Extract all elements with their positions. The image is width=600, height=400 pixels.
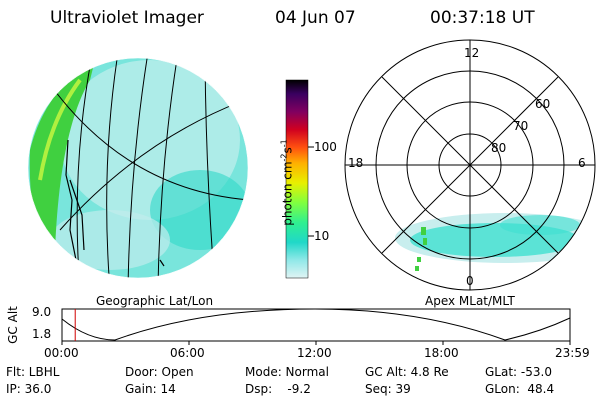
- right-panel-label: Apex MLat/MLT: [425, 294, 515, 308]
- filter-value: Flt: LBHL: [6, 365, 60, 379]
- mode-value: Mode: Normal: [245, 365, 329, 379]
- mlt-label-12: 12: [464, 46, 480, 60]
- glon-value: GLon: 48.4: [485, 382, 555, 396]
- dsp-value: Dsp: -9.2: [245, 382, 311, 396]
- colorbar-exp2: -1: [279, 139, 289, 148]
- mlt-label-6: 6: [578, 156, 586, 170]
- mlat-label-80: 80: [491, 141, 507, 155]
- alt-tick-9: 9.0: [32, 305, 52, 319]
- glat-value: GLat: -53.0: [485, 365, 552, 379]
- time-tick-1200: 12:00: [297, 346, 332, 360]
- colorbar-unit: photon cm: [280, 161, 295, 226]
- left-globe-image: [28, 58, 248, 278]
- app-title: Ultraviolet Imager: [50, 8, 204, 28]
- gc-alt-value: GC Alt: 4.8 Re: [365, 365, 449, 379]
- gain-value: Gain: 14: [125, 382, 176, 396]
- colorbar-label: photon cm-2s-1: [280, 108, 295, 258]
- polar-aurora-image: [395, 213, 595, 271]
- time-label: 00:37:18 UT: [430, 8, 535, 28]
- ip-value: IP: 36.0: [6, 382, 52, 396]
- mlat-label-60: 60: [535, 97, 551, 111]
- gc-alt-axis-label: GC Alt: [6, 306, 20, 344]
- colorbar-tick-100: 100: [314, 140, 337, 154]
- colorbar: [285, 79, 309, 279]
- seq-value: Seq: 39: [365, 382, 411, 396]
- mlt-label-0: 0: [466, 274, 474, 288]
- alt-tick-1-8: 1.8: [32, 327, 52, 341]
- mlt-label-18: 18: [348, 156, 364, 170]
- colorbar-tick-10: 10: [314, 229, 330, 243]
- time-tick-1800: 18:00: [424, 346, 459, 360]
- mlat-label-70: 70: [513, 119, 529, 133]
- altitude-strip: [61, 308, 571, 342]
- door-value: Door: Open: [125, 365, 194, 379]
- time-tick-2359: 23:59: [555, 346, 590, 360]
- time-tick-0600: 06:00: [170, 346, 205, 360]
- time-tick-0000: 00:00: [44, 346, 79, 360]
- left-panel-label: Geographic Lat/Lon: [96, 294, 214, 308]
- date-label: 04 Jun 07: [275, 8, 356, 28]
- colorbar-unit-s: s: [280, 147, 295, 154]
- polar-grid: [344, 39, 596, 291]
- colorbar-exp1: -2: [279, 153, 289, 162]
